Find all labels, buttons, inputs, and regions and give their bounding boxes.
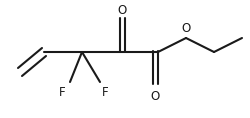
Text: F: F (59, 86, 65, 99)
Text: F: F (102, 86, 108, 99)
Text: O: O (118, 4, 127, 17)
Text: O: O (182, 21, 191, 34)
Text: O: O (150, 89, 160, 103)
